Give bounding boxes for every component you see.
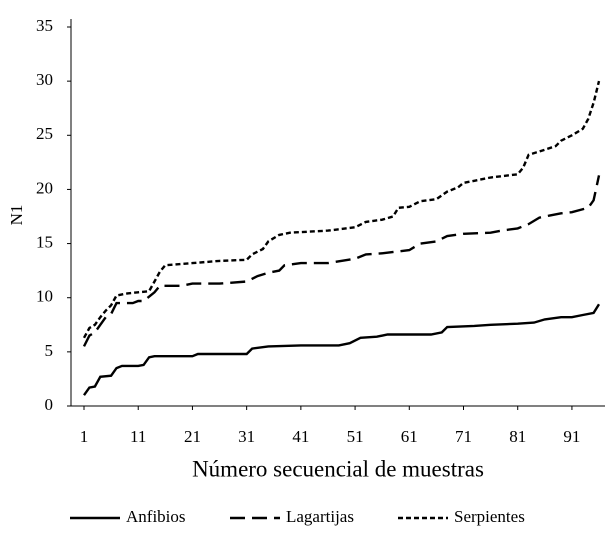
x-tick-label: 91 [563, 427, 580, 446]
x-tick-label: 41 [292, 427, 309, 446]
x-tick-label: 21 [184, 427, 201, 446]
x-tick-label: 71 [455, 427, 472, 446]
y-tick-label: 5 [45, 341, 54, 360]
legend-label: Anfibios [126, 507, 186, 526]
x-tick-label: 61 [401, 427, 418, 446]
y-tick-label: 35 [36, 16, 53, 35]
y-tick-label: 15 [36, 232, 53, 251]
y-tick-label: 30 [36, 70, 53, 89]
y-tick-label: 10 [36, 287, 53, 306]
y-tick-label: 25 [36, 124, 53, 143]
legend-label: Serpientes [454, 507, 525, 526]
x-tick-label: 1 [80, 427, 89, 446]
series-line [82, 80, 601, 339]
x-tick-label: 11 [130, 427, 146, 446]
x-tick-label: 31 [238, 427, 255, 446]
x-tick-label: 51 [347, 427, 364, 446]
series-line [82, 175, 601, 347]
y-tick-label: 20 [36, 178, 53, 197]
y-tick-label: 0 [45, 395, 54, 414]
series-line [83, 303, 601, 396]
legend-label: Lagartijas [286, 507, 354, 526]
y-axis-title: N1 [7, 205, 26, 226]
x-axis-title: Número secuencial de muestras [192, 456, 484, 481]
x-tick-label: 81 [509, 427, 526, 446]
